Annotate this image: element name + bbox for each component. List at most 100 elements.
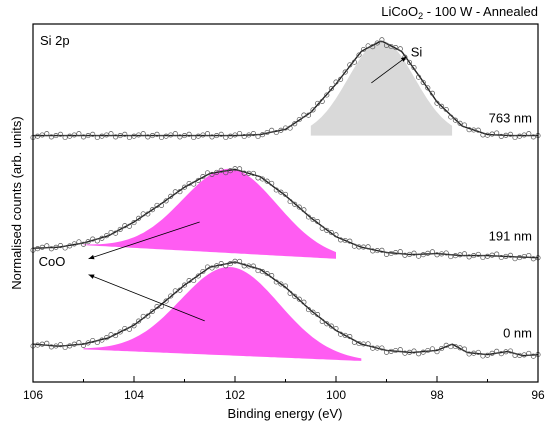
data-point	[305, 307, 312, 313]
data-point	[168, 293, 174, 299]
data-point	[227, 261, 233, 267]
data-point	[67, 243, 73, 249]
data-point	[214, 133, 220, 139]
fit-curves	[32, 40, 539, 357]
data-point	[57, 243, 64, 249]
data-point	[209, 134, 215, 140]
data-point	[448, 254, 454, 260]
data-point	[269, 273, 275, 279]
data-point	[429, 346, 435, 352]
data-point	[80, 342, 87, 348]
data-point	[443, 250, 449, 256]
data-point	[71, 341, 77, 347]
data-point	[507, 348, 514, 354]
data-point	[90, 131, 96, 137]
data-point	[347, 334, 353, 340]
data-point	[517, 255, 523, 261]
si-arrow-head	[400, 56, 407, 62]
data-point	[347, 238, 353, 244]
data-point	[149, 133, 155, 139]
data-point	[57, 342, 64, 348]
data-point	[292, 201, 298, 207]
data-point	[108, 332, 114, 338]
coo-annotation: CoO	[39, 254, 66, 269]
data-point	[140, 131, 146, 137]
data-point	[319, 98, 325, 104]
data-point	[292, 121, 298, 127]
data-point	[67, 343, 73, 349]
data-point	[85, 239, 91, 245]
data-point	[195, 133, 201, 139]
data-point	[181, 184, 188, 190]
data-point	[145, 313, 151, 319]
data-point	[333, 325, 339, 332]
data-point	[379, 247, 385, 253]
data-point	[397, 249, 403, 255]
data-point	[149, 207, 155, 213]
data-point	[351, 59, 357, 65]
data-point	[411, 65, 417, 71]
chart-title: LiCoO2 - 100 W - Annealed	[381, 4, 538, 21]
data-point	[259, 269, 266, 275]
data-point	[117, 226, 123, 232]
data-point	[356, 52, 362, 58]
data-point	[498, 351, 504, 357]
data-point	[489, 252, 495, 258]
data-point	[521, 253, 527, 260]
title-suffix: - 100 W - Annealed	[423, 4, 538, 19]
data-point	[310, 216, 316, 223]
data-point	[457, 120, 463, 126]
data-point	[39, 132, 45, 138]
data-point	[250, 170, 256, 176]
data-point	[388, 348, 394, 354]
data-point	[526, 252, 532, 259]
data-point	[113, 333, 119, 339]
data-point	[301, 299, 307, 305]
data-point	[379, 37, 385, 43]
data-point	[324, 92, 330, 98]
data-point	[443, 106, 449, 113]
data-point	[35, 133, 41, 139]
data-point	[370, 44, 376, 50]
data-point	[411, 250, 417, 256]
data-point	[204, 131, 211, 137]
data-point	[457, 345, 463, 351]
data-point	[191, 134, 197, 141]
data-point	[259, 176, 266, 182]
data-point	[315, 100, 321, 106]
data-point	[250, 131, 256, 137]
data-point	[443, 342, 449, 348]
data-point	[328, 323, 334, 329]
component-fill-si-2	[310, 40, 453, 136]
data-point	[328, 86, 334, 92]
series-label-0-nm: 0 nm	[503, 325, 532, 340]
data-point	[383, 349, 390, 355]
data-point	[44, 340, 50, 346]
data-point	[214, 169, 220, 175]
data-point	[264, 129, 270, 136]
component-fills	[83, 40, 453, 361]
x-axis-ticks: 106 104 102 100 98 96	[23, 376, 545, 402]
data-point	[57, 131, 64, 137]
data-point	[177, 134, 183, 140]
data-point	[103, 233, 110, 239]
data-point	[80, 241, 87, 247]
data-point	[365, 244, 371, 250]
data-point	[301, 207, 307, 213]
data-point	[126, 326, 132, 332]
data-point	[80, 134, 87, 140]
data-point	[94, 238, 100, 244]
data-point	[103, 335, 110, 341]
data-point	[512, 256, 518, 262]
data-point	[269, 127, 275, 133]
data-point	[186, 131, 192, 137]
data-point	[507, 131, 514, 137]
data-point	[347, 62, 353, 68]
data-point	[181, 282, 188, 288]
data-point	[218, 167, 224, 173]
data-point	[296, 116, 302, 123]
data-point	[282, 191, 289, 197]
component-fill-coo-1	[83, 168, 336, 259]
data-point	[305, 112, 312, 118]
